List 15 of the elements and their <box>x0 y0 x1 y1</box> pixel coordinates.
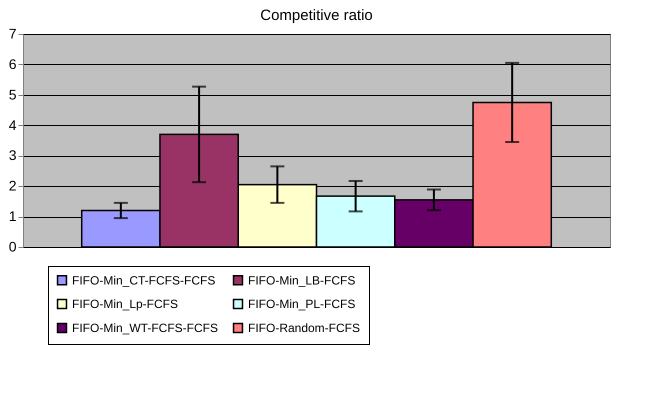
y-tick-label: 1 <box>8 208 17 224</box>
y-tick-label: 2 <box>8 178 17 194</box>
y-tick-label: 6 <box>8 56 17 72</box>
legend-label: FIFO-Min_PL-FCFS <box>248 297 356 311</box>
y-tick-label: 3 <box>8 147 17 164</box>
legend-label: FIFO-Min_WT-FCFS-FCFS <box>72 321 218 335</box>
legend-label: FIFO-Min_CT-FCFS-FCFS <box>72 273 216 288</box>
y-tick-label: 0 <box>8 238 17 254</box>
y-tick-label: 7 <box>8 26 17 42</box>
y-tick-label: 4 <box>8 116 17 133</box>
chart-title: Competitive ratio <box>260 7 373 24</box>
legend-label: FIFO-Min_Lp-FCFS <box>72 297 178 311</box>
legend-label: FIFO-Min_LB-FCFS <box>248 273 356 288</box>
legend-label: FIFO-Random-FCFS <box>248 321 360 335</box>
y-tick-label: 5 <box>8 86 17 102</box>
